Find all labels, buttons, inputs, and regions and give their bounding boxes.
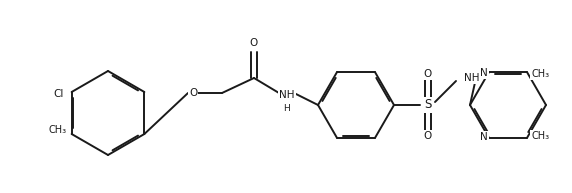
Text: O: O — [189, 88, 197, 98]
Text: O: O — [424, 131, 432, 141]
Text: NH: NH — [279, 90, 295, 100]
Text: O: O — [250, 38, 258, 48]
Text: O: O — [424, 69, 432, 79]
Text: CH₃: CH₃ — [49, 125, 66, 135]
Text: H: H — [284, 104, 291, 113]
Text: CH₃: CH₃ — [531, 131, 549, 141]
Text: CH₃: CH₃ — [531, 69, 549, 79]
Text: S: S — [424, 98, 432, 112]
Text: Cl: Cl — [53, 89, 63, 99]
Text: N: N — [480, 132, 488, 142]
Text: N: N — [480, 68, 488, 78]
Text: NH: NH — [464, 73, 479, 83]
